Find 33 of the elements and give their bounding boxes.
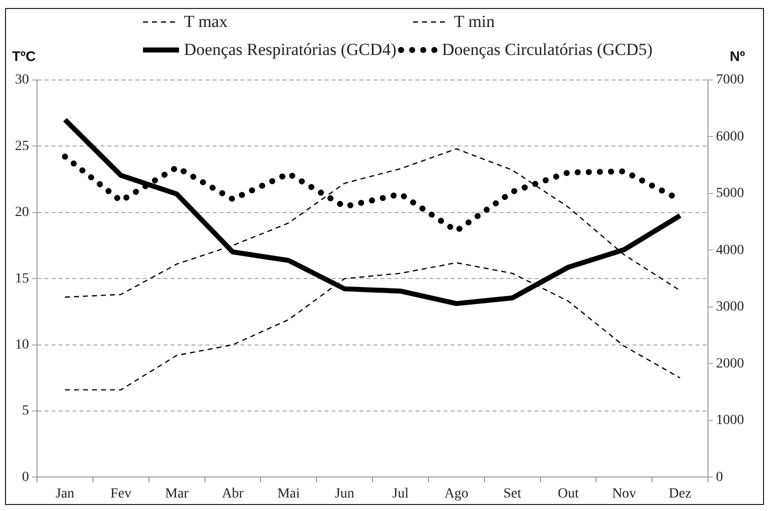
y-tick-label: 15 [15, 271, 29, 286]
x-tick-label: Out [558, 486, 579, 502]
y2-tick-label: 1000 [716, 413, 744, 428]
x-tick-label: Jan [56, 486, 74, 502]
x-tick-label: Dez [668, 486, 692, 502]
x-tick-label: Mai [277, 486, 300, 502]
legend-label: Doenças Respiratórias (GCD4) [184, 40, 396, 60]
y-tick-label: 10 [15, 337, 29, 352]
y-tick-label: 5 [22, 404, 29, 419]
y-tick-label: 25 [15, 138, 29, 154]
x-tick-label: Abr [222, 486, 244, 502]
y-axis-title: TºC [12, 48, 36, 64]
y2-tick-label: 4000 [716, 242, 744, 258]
legend-label: T min [454, 12, 495, 32]
legend-label: T max [184, 12, 228, 32]
y2-tick-label: 7000 [716, 72, 744, 88]
x-tick-label: Fev [110, 486, 132, 502]
x-tick-label: Nov [612, 486, 636, 502]
y-tick-label: 0 [22, 470, 29, 485]
y2-tick-label: 3000 [716, 300, 744, 315]
x-tick-label: Jun [334, 486, 354, 502]
legend-label: Doenças Circulatórias (GCD5) [442, 40, 653, 60]
x-tick-label: Set [503, 486, 522, 502]
x-tick-label: Jul [392, 486, 409, 502]
y2-tick-label: 0 [716, 470, 723, 485]
x-tick-label: Ago [444, 486, 468, 502]
y-tick-label: 30 [15, 72, 29, 88]
y2-tick-label: 6000 [716, 129, 744, 144]
y-tick-label: 20 [15, 205, 29, 220]
y2-axis-title: Nº [730, 48, 745, 64]
y2-tick-label: 5000 [716, 186, 744, 202]
y2-tick-label: 2000 [716, 356, 744, 372]
x-tick-label: Mar [165, 486, 189, 502]
